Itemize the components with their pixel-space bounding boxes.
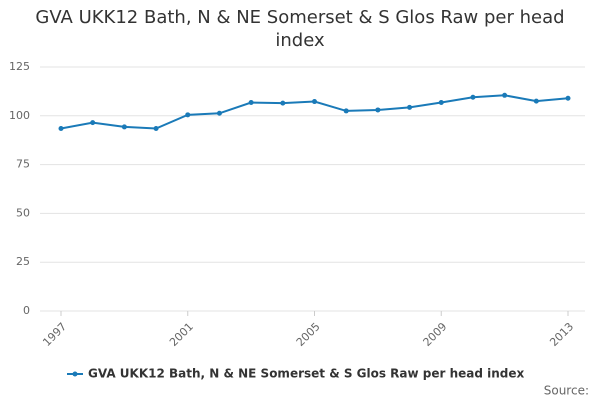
x-tick-label: 2013 bbox=[547, 320, 576, 349]
data-point bbox=[90, 120, 96, 126]
legend-marker bbox=[72, 371, 78, 377]
data-point bbox=[58, 125, 64, 131]
y-tick-label: 0 bbox=[23, 304, 30, 317]
data-point bbox=[470, 94, 476, 100]
data-point bbox=[216, 110, 222, 116]
data-point bbox=[565, 95, 571, 101]
data-point bbox=[343, 108, 349, 114]
data-point bbox=[438, 100, 444, 106]
source: Source: bbox=[544, 384, 589, 398]
x-tick-label: 2009 bbox=[421, 320, 450, 349]
data-point bbox=[153, 125, 159, 131]
legend-label: GVA UKK12 Bath, N & NE Somerset & S Glos… bbox=[88, 367, 525, 381]
data-point bbox=[312, 99, 317, 105]
y-tick-label: 75 bbox=[16, 158, 30, 171]
x-tick-label: 2005 bbox=[294, 320, 323, 349]
y-tick-label: 25 bbox=[16, 255, 30, 268]
data-point bbox=[121, 124, 127, 130]
y-tick-label: 50 bbox=[16, 206, 30, 219]
chart-title: GVA UKK12 Bath, N & NE Somerset & S Glos… bbox=[35, 7, 565, 51]
data-point bbox=[375, 107, 381, 113]
y-tick-label: 100 bbox=[9, 109, 30, 122]
x-tick-label: 1997 bbox=[40, 320, 69, 349]
data-point bbox=[502, 92, 508, 98]
data-point bbox=[248, 100, 254, 106]
x-tick-label: 2001 bbox=[167, 320, 196, 349]
legend-item: GVA UKK12 Bath, N & NE Somerset & S Glos… bbox=[67, 367, 525, 381]
data-point bbox=[280, 100, 286, 106]
data-point bbox=[185, 112, 191, 118]
data-point bbox=[407, 104, 413, 110]
data-point bbox=[533, 98, 539, 104]
y-tick-label: 125 bbox=[9, 60, 30, 73]
